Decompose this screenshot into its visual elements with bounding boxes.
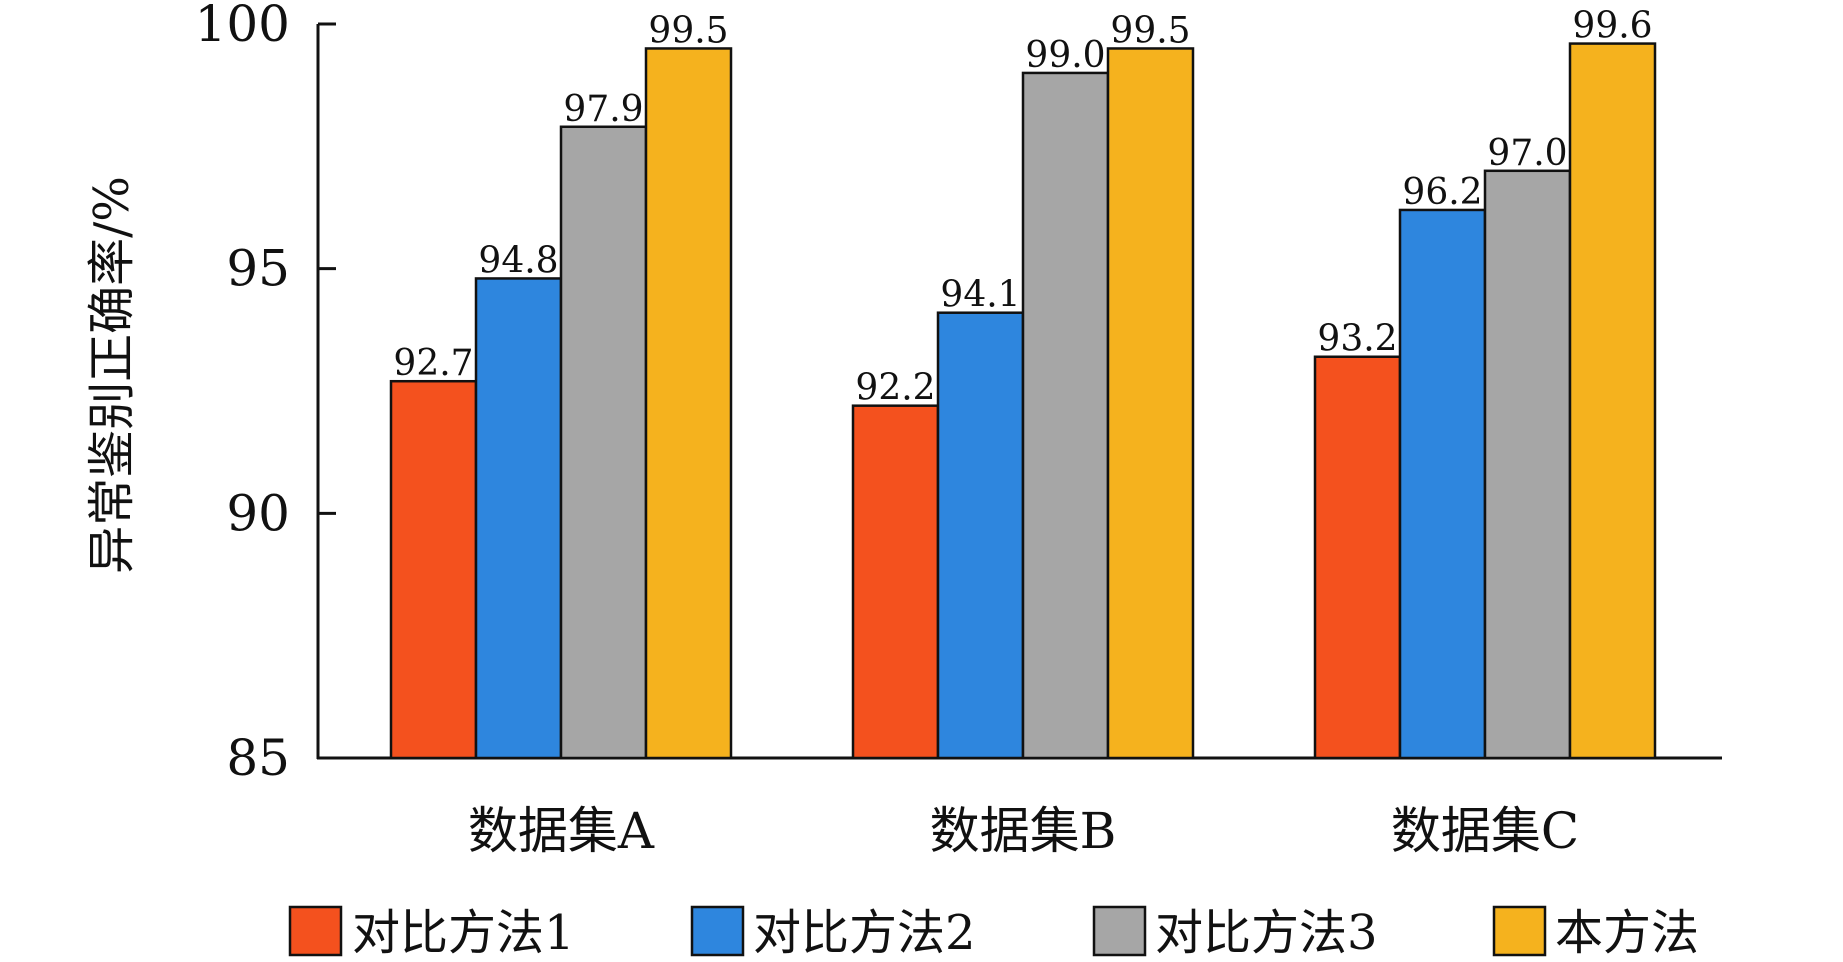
legend-label-2: 对比方法2 <box>753 905 976 958</box>
legend-swatch-4 <box>1492 905 1547 957</box>
bar-4-2 <box>1106 47 1195 760</box>
data-label-1-2: 92.2 <box>855 368 935 409</box>
data-label-3-3: 97.0 <box>1487 133 1567 174</box>
bar-1-3 <box>1313 355 1402 760</box>
data-label-2-2: 94.1 <box>940 275 1020 316</box>
bar-1-2 <box>851 404 940 760</box>
y-tick-label-90: 90 <box>226 484 290 542</box>
bar-1-1 <box>389 379 478 760</box>
legend-swatch-1 <box>288 905 343 957</box>
data-label-3-2: 99.0 <box>1025 35 1105 76</box>
plot-area: 85909510092.794.897.999.5数据集A92.294.199.… <box>195 0 1722 860</box>
data-label-4-1: 99.5 <box>648 10 728 51</box>
bar-3-1 <box>559 125 648 760</box>
data-label-2-3: 96.2 <box>1402 172 1482 213</box>
data-label-4-3: 99.6 <box>1572 6 1652 47</box>
bar-2-2 <box>936 311 1025 760</box>
y-tick-label-85: 85 <box>226 729 290 787</box>
bar-3-2 <box>1021 71 1110 760</box>
bar-4-3 <box>1568 42 1657 760</box>
legend-swatch-2 <box>690 905 745 957</box>
legend: 对比方法1 对比方法2 对比方法3 本方法 <box>288 905 1699 961</box>
bar-2-3 <box>1398 208 1487 760</box>
legend-label-4: 本方法 <box>1555 905 1699 958</box>
y-tick-label-100: 100 <box>195 0 290 53</box>
x-category-label-3: 数据集C <box>1391 802 1579 860</box>
data-label-1-1: 92.7 <box>393 343 473 384</box>
x-category-label-2: 数据集B <box>930 802 1117 860</box>
data-label-1-3: 93.2 <box>1317 319 1397 360</box>
legend-label-3: 对比方法3 <box>1155 905 1378 958</box>
x-category-label-1: 数据集A <box>468 802 655 860</box>
bar-3-3 <box>1483 169 1572 760</box>
bar-4-1 <box>644 47 733 760</box>
legend-label-1: 对比方法1 <box>352 905 575 958</box>
data-label-4-2: 99.5 <box>1110 10 1190 51</box>
data-label-2-1: 94.8 <box>478 240 558 281</box>
bar-2-1 <box>474 277 563 760</box>
data-label-3-1: 97.9 <box>563 89 643 130</box>
y-axis-label: 异常鉴别正确率/% <box>84 176 140 574</box>
legend-swatch-3 <box>1092 905 1147 957</box>
y-tick-label-95: 95 <box>226 240 290 298</box>
